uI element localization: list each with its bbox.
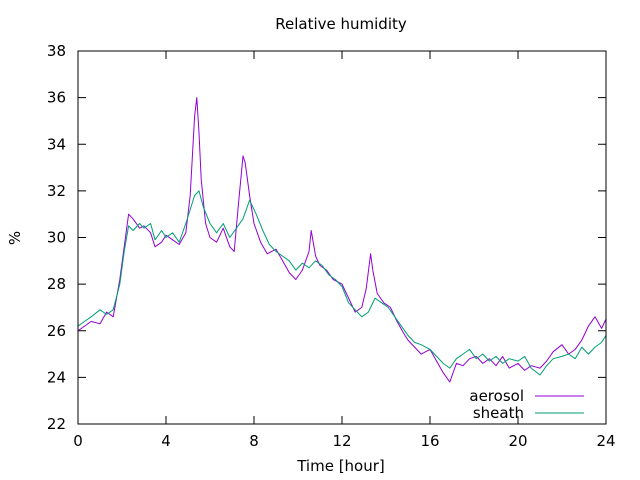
x-tick-label: 12	[332, 432, 351, 450]
y-tick-label: 24	[47, 368, 66, 386]
x-axis-title: Time [hour]	[296, 457, 385, 475]
y-tick-label: 26	[47, 322, 66, 340]
chart-title: Relative humidity	[275, 15, 407, 33]
series-line-sheath	[77, 190, 607, 376]
legend-label-aerosol: aerosol	[469, 387, 524, 405]
y-tick-label: 32	[47, 182, 66, 200]
y-tick-label: 38	[47, 42, 66, 60]
series-layer	[77, 97, 607, 383]
y-tick-label: 36	[47, 89, 66, 107]
x-tick-label: 8	[249, 432, 259, 450]
x-tick-label: 16	[420, 432, 439, 450]
series-line-aerosol	[77, 97, 607, 383]
y-axis-ticks: 22 24 26 28 30 32 34 36 38	[47, 42, 606, 433]
plot-frame	[77, 50, 607, 425]
y-tick-label: 22	[47, 415, 66, 433]
x-tick-label: 0	[73, 432, 83, 450]
y-tick-label: 34	[47, 135, 66, 153]
y-axis-title: %	[6, 231, 24, 245]
legend-label-sheath: sheath	[473, 404, 524, 422]
x-tick-label: 20	[508, 432, 527, 450]
x-tick-label: 24	[596, 432, 615, 450]
y-tick-label: 30	[47, 229, 66, 247]
y-tick-label: 28	[47, 275, 66, 293]
x-axis-ticks: 0 4 8 12 16 20 24	[73, 51, 616, 450]
x-tick-label: 4	[161, 432, 171, 450]
